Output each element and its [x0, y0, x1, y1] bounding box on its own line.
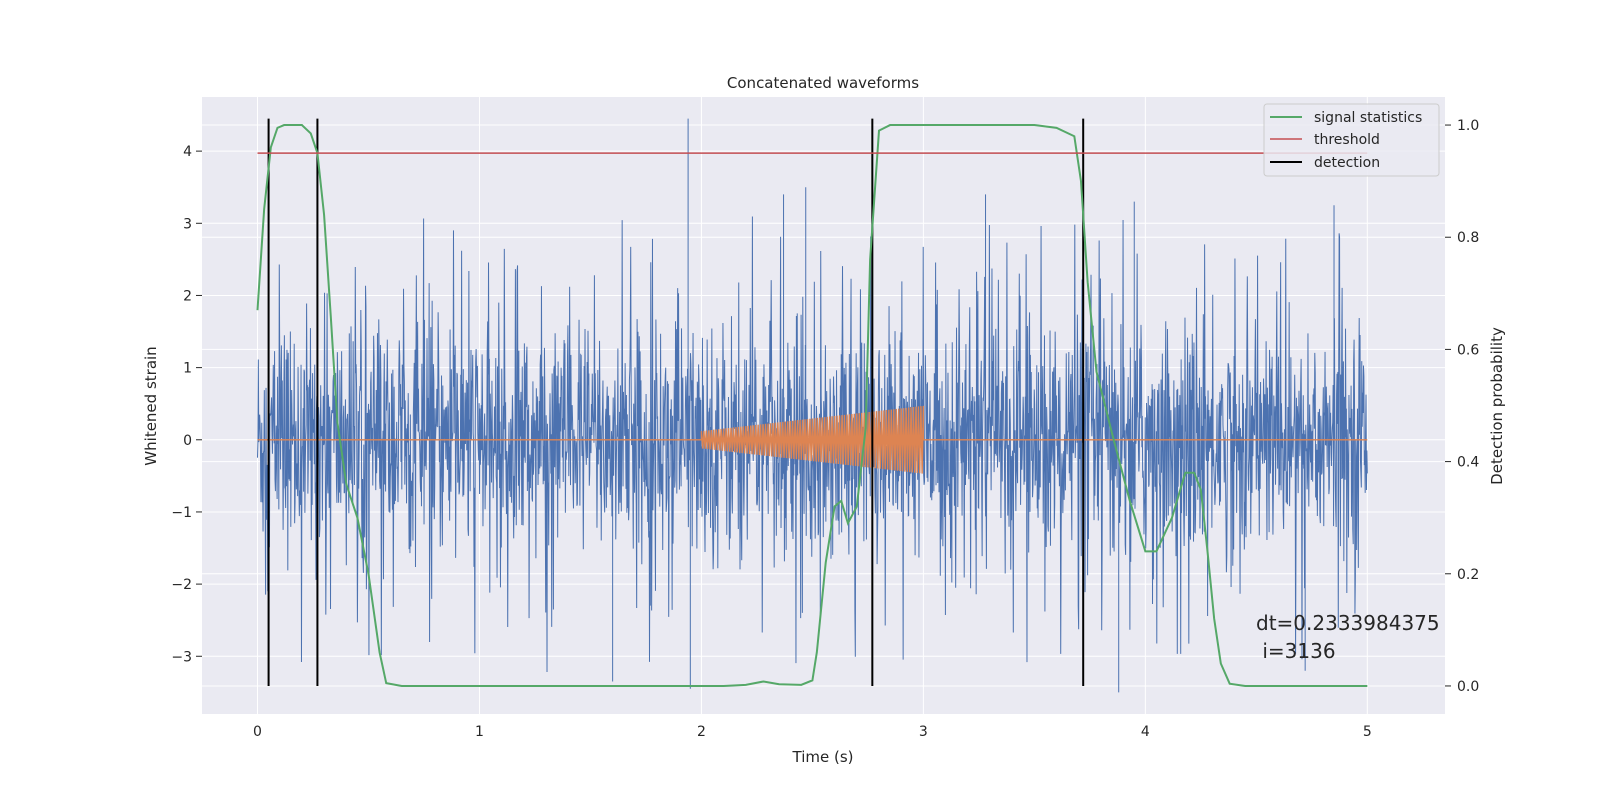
y-right-tick-label: 0.2	[1457, 567, 1479, 583]
x-axis-ticks: 0 1 2 3 4 5	[253, 724, 1372, 740]
injected-waveform-line	[257, 405, 1368, 474]
legend: signal statistics threshold detection	[1263, 103, 1440, 177]
y-left-tick-label: −1	[171, 505, 192, 521]
chart-title: Concatenated waveforms	[727, 74, 919, 92]
y-left-tick-label: −3	[171, 649, 192, 665]
y-right-tick-label: 0.0	[1457, 679, 1479, 695]
x-tick-label: 5	[1363, 724, 1372, 740]
y-left-tick-label: 0	[183, 433, 192, 449]
y-right-tick-label: 0.8	[1457, 230, 1479, 246]
annotation-i: i=3136	[1256, 639, 1336, 663]
legend-label-signal-statistics: signal statistics	[1314, 110, 1422, 126]
legend-label-detection: detection	[1314, 155, 1380, 171]
y-left-tick-label: 4	[183, 144, 192, 160]
x-tick-label: 1	[475, 724, 484, 740]
y-left-axis-label: Whitened strain	[142, 346, 160, 465]
annotation-dt: dt=0.2333984375	[1256, 611, 1440, 635]
y-right-tick-label: 1.0	[1457, 118, 1479, 134]
y-right-axis-label: Detection probability	[1488, 327, 1506, 485]
x-tick-label: 2	[697, 724, 706, 740]
y-right-axis-ticks: 0.0 0.2 0.4 0.6 0.8 1.0	[1445, 118, 1479, 695]
y-right-tick-label: 0.6	[1457, 342, 1479, 358]
x-tick-label: 4	[1141, 724, 1150, 740]
x-tick-label: 0	[253, 724, 262, 740]
legend-box	[1263, 103, 1440, 177]
signal-statistics-line	[256, 124, 1368, 687]
x-tick-label: 3	[919, 724, 928, 740]
strain-series-line	[256, 118, 1368, 693]
legend-label-threshold: threshold	[1314, 132, 1380, 148]
y-left-tick-label: 1	[183, 361, 192, 377]
x-axis-label: Time (s)	[792, 748, 854, 766]
y-left-axis-ticks: −3 −2 −1 0 1 2 3 4	[171, 144, 202, 665]
y-left-tick-label: −2	[171, 577, 192, 593]
plot-area	[256, 118, 1368, 693]
y-right-tick-label: 0.4	[1457, 455, 1479, 471]
y-left-tick-label: 2	[183, 288, 192, 304]
y-left-tick-label: 3	[183, 216, 192, 232]
